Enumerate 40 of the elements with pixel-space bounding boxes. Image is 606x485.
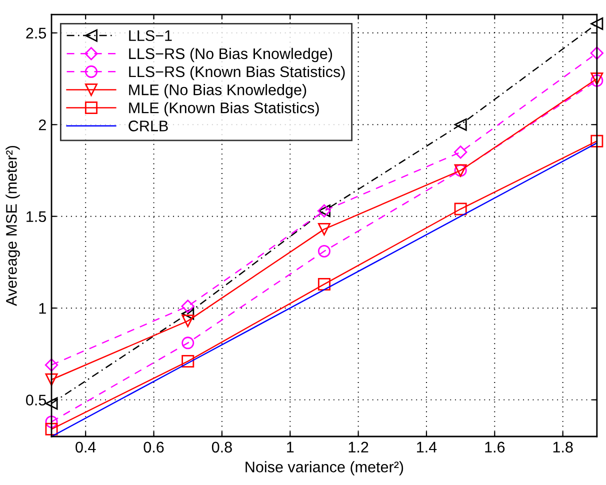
- point: [454, 146, 468, 159]
- y-tick-label: 1.5: [26, 211, 46, 222]
- legend-label: MLE (Known Bias Statistics): [129, 102, 319, 116]
- point: [318, 222, 330, 236]
- point: [590, 46, 604, 60]
- legend-label: LLS−RS (No Bias Knowledge): [129, 48, 332, 62]
- point: [44, 358, 58, 372]
- point: [182, 307, 194, 320]
- x-tick-label: 1.6: [485, 442, 505, 453]
- x-tick-label: 0.6: [144, 442, 164, 453]
- point: [318, 244, 330, 258]
- point: [454, 118, 467, 131]
- point: [590, 17, 604, 30]
- legend-label: CRLB: [128, 120, 168, 132]
- point: [318, 278, 330, 290]
- point: [182, 314, 194, 328]
- x-tick-label: 0.4: [76, 442, 96, 453]
- x-tick-label: 1.2: [348, 442, 368, 452]
- point: [182, 355, 194, 368]
- point: [45, 416, 58, 428]
- legend-label: LLS−1: [129, 30, 172, 42]
- point: [45, 422, 58, 436]
- legend-label: MLE (No Bias Knowledge): [129, 84, 306, 98]
- y-tick-label: 1: [39, 303, 46, 314]
- legend-label: LLS−RS (Known Bias Statistics): [129, 66, 345, 80]
- x-tick-label: 0.8: [212, 442, 232, 453]
- x-tick-label: 1.8: [553, 442, 573, 453]
- y-tick-label: 2: [38, 119, 46, 130]
- point: [182, 336, 194, 350]
- x-tick-label: 1: [287, 442, 294, 452]
- point: [590, 134, 604, 148]
- point: [45, 397, 58, 410]
- y-axis-title: Avereage MSE (meter²): [6, 146, 20, 306]
- x-tick-label: 1.4: [417, 442, 437, 452]
- y-tick-label: 0.5: [26, 394, 46, 406]
- point: [454, 202, 467, 216]
- point: [181, 300, 194, 313]
- point: [45, 373, 58, 386]
- y-tick-label: 2.5: [26, 28, 46, 39]
- x-axis-title: Noise variance (meter²): [246, 461, 404, 476]
